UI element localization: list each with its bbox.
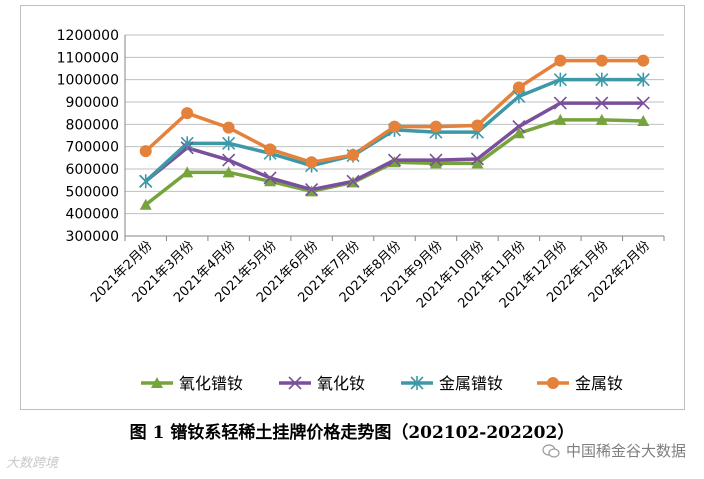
legend-marker-1 bbox=[288, 376, 302, 390]
data-point-1-8 bbox=[470, 152, 484, 166]
data-point-3-5 bbox=[347, 148, 360, 161]
data-point-3-3 bbox=[264, 143, 277, 156]
data-point-0-1 bbox=[181, 166, 194, 178]
y-tick-label: 300000 bbox=[66, 229, 119, 245]
y-tick-label: 1000000 bbox=[57, 73, 119, 89]
data-point-0-6 bbox=[388, 156, 401, 168]
data-point-1-11 bbox=[595, 96, 609, 110]
data-point-3-6 bbox=[388, 120, 401, 133]
y-tick-label: 900000 bbox=[66, 95, 119, 111]
data-point-3-12 bbox=[637, 54, 650, 67]
data-point-1-5 bbox=[346, 174, 360, 188]
data-point-3-9 bbox=[512, 81, 525, 94]
watermark-right-text: 中国稀金谷大数据 bbox=[565, 442, 686, 460]
data-point-3-11 bbox=[595, 54, 608, 67]
y-tick-label: 500000 bbox=[66, 184, 119, 200]
data-point-2-1 bbox=[180, 136, 194, 151]
data-point-1-6 bbox=[387, 153, 402, 167]
data-point-0-3 bbox=[264, 175, 277, 187]
data-point-0-9 bbox=[512, 127, 525, 139]
chart-frame: 300000 400000 500000 600000 700000 800000 9000… bbox=[20, 5, 685, 410]
legend-marker-2 bbox=[410, 376, 424, 390]
y-tick-label: 800000 bbox=[66, 117, 119, 133]
data-point-0-11 bbox=[595, 113, 608, 125]
legend-label-0: 氧化镨钕 bbox=[179, 374, 243, 393]
y-tick-label: 700000 bbox=[66, 140, 119, 156]
data-point-0-10 bbox=[554, 113, 567, 125]
data-point-0-2 bbox=[222, 166, 235, 178]
data-point-1-4 bbox=[305, 182, 319, 197]
data-point-1-12 bbox=[636, 96, 650, 110]
y-tick-label: 1100000 bbox=[57, 50, 119, 66]
data-point-3-8 bbox=[471, 119, 484, 132]
data-point-2-0 bbox=[139, 174, 153, 189]
data-point-2-11 bbox=[595, 72, 609, 87]
data-point-1-10 bbox=[553, 96, 567, 110]
y-tick-label: 1200000 bbox=[57, 28, 119, 44]
data-point-1-3 bbox=[263, 171, 277, 185]
legend-label-2: 金属镨钕 bbox=[439, 374, 503, 393]
data-point-2-10 bbox=[553, 72, 567, 87]
data-point-3-7 bbox=[429, 120, 442, 133]
data-point-3-0 bbox=[139, 145, 152, 158]
data-point-0-7 bbox=[429, 157, 442, 169]
data-point-0-8 bbox=[471, 157, 484, 169]
data-point-3-10 bbox=[554, 54, 567, 67]
data-point-0-0 bbox=[139, 198, 152, 210]
watermark-left: 大数跨境 bbox=[6, 456, 59, 471]
data-point-1-2 bbox=[222, 153, 236, 167]
y-tick-label: 600000 bbox=[66, 162, 119, 178]
data-point-3-1 bbox=[181, 107, 194, 120]
legend-marker-0 bbox=[151, 377, 163, 388]
data-point-2-12 bbox=[636, 72, 650, 87]
legend-label-3: 金属钕 bbox=[575, 374, 623, 393]
data-point-3-2 bbox=[222, 121, 235, 134]
legend-marker-3 bbox=[547, 377, 559, 389]
legend-label-1: 氧化钕 bbox=[317, 374, 365, 393]
wechat-icon bbox=[542, 443, 560, 458]
line-chart: 300000 400000 500000 600000 700000 800000 9000… bbox=[57, 28, 665, 393]
y-tick-label: 400000 bbox=[66, 207, 119, 223]
data-point-3-4 bbox=[305, 156, 318, 169]
watermark-right: 中国稀金谷大数据 bbox=[542, 440, 686, 461]
data-point-2-2 bbox=[222, 136, 236, 151]
data-point-1-7 bbox=[429, 153, 443, 167]
data-point-1-9 bbox=[512, 120, 526, 134]
figure-caption: 图 1 镨钕系轻稀土挂牌价格走势图（202102-202202） bbox=[129, 423, 575, 443]
data-point-0-12 bbox=[637, 114, 650, 126]
